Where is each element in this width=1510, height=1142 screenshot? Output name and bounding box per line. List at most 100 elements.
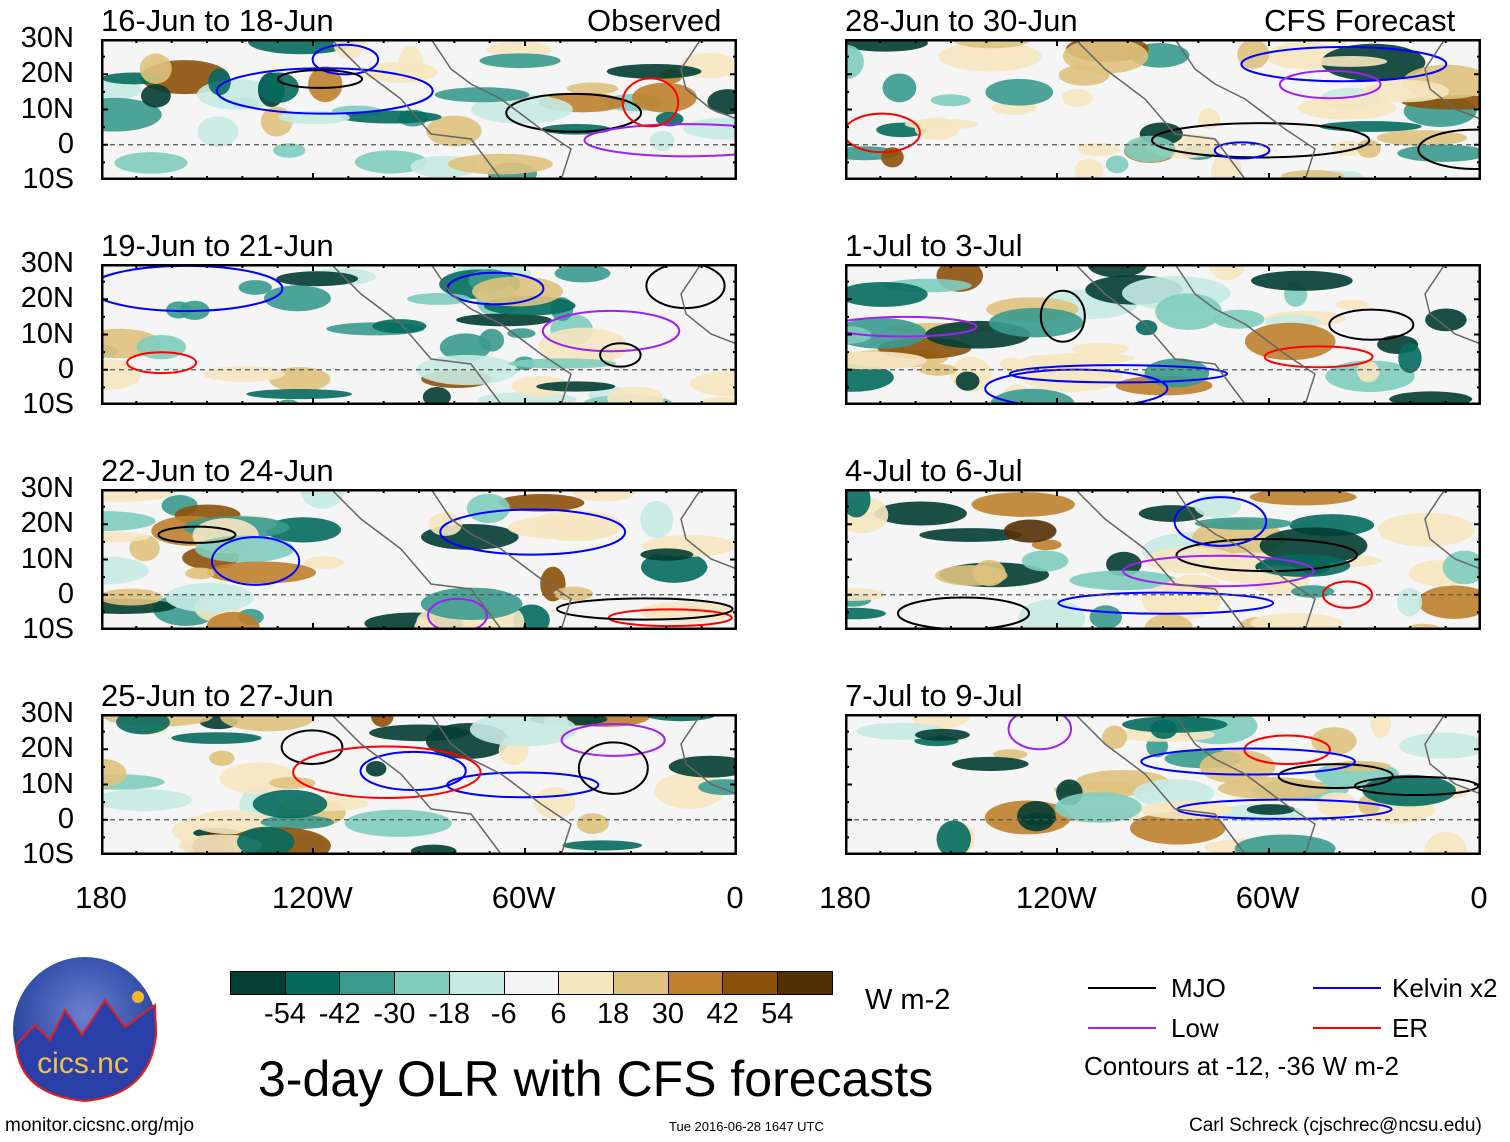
olr-anomaly <box>101 511 156 532</box>
olr-anomaly <box>206 561 317 584</box>
olr-anomaly <box>1102 725 1128 750</box>
olr-anomaly <box>955 371 980 391</box>
legend-low-line <box>1088 1027 1156 1029</box>
colorbar-swatch <box>394 971 451 995</box>
olr-anomaly <box>553 586 594 601</box>
olr-anomaly <box>420 587 523 620</box>
olr-anomaly <box>1280 169 1345 180</box>
lon-label: 180 <box>819 880 871 915</box>
olr-anomaly <box>988 307 1084 338</box>
olr-anomaly <box>845 281 928 307</box>
legend-er: ER <box>1392 1013 1429 1043</box>
wave-contour <box>1175 537 1359 573</box>
olr-anomaly <box>1031 539 1062 551</box>
olr-anomaly <box>191 810 272 835</box>
olr-map-panel <box>845 714 1481 855</box>
lon-label: 60W <box>1235 880 1300 915</box>
olr-anomaly <box>529 510 623 542</box>
olr-anomaly <box>973 559 1006 587</box>
olr-anomaly <box>990 388 1075 405</box>
panel-title: 22-Jun to 24-Jun <box>101 453 334 488</box>
wave-contour <box>1328 308 1415 341</box>
footer-url[interactable]: monitor.cicsnc.org/mjo <box>5 1115 195 1136</box>
olr-anomaly <box>1398 342 1422 374</box>
colorbar-label: 42 <box>706 998 739 1030</box>
wave-contour <box>359 750 467 792</box>
olr-anomaly <box>1317 792 1357 818</box>
footer-timestamp: Tue 2016-06-28 1647 UTC <box>669 1119 824 1134</box>
wave-contour <box>541 309 681 353</box>
wave-contour <box>427 597 488 630</box>
wave-contour <box>1007 714 1073 751</box>
olr-anomaly <box>1377 512 1475 547</box>
lat-label: 0 <box>57 802 74 835</box>
coastline <box>1074 264 1316 405</box>
olr-anomaly <box>1397 587 1423 617</box>
olr-anomaly <box>372 319 427 334</box>
olr-anomaly <box>202 366 286 382</box>
olr-anomaly <box>1087 264 1147 278</box>
olr-anomaly <box>1208 264 1246 281</box>
olr-anomaly <box>1246 804 1295 815</box>
colorbar-swatch <box>284 971 341 995</box>
wave-contour <box>215 67 434 115</box>
colorbar-label: -18 <box>428 998 471 1030</box>
lon-label: 0 <box>726 880 744 915</box>
olr-anomaly <box>845 39 928 52</box>
olr-anomaly <box>238 280 272 295</box>
olr-anomaly <box>237 826 295 855</box>
wave-contour <box>1240 46 1448 83</box>
olr-anomaly <box>1124 135 1176 163</box>
coastline <box>680 264 737 345</box>
olr-anomaly <box>1105 155 1129 174</box>
wave-contour <box>556 597 734 621</box>
olr-anomaly <box>434 87 530 103</box>
olr-anomaly <box>171 732 262 744</box>
lon-label: 180 <box>75 880 127 915</box>
olr-anomaly <box>129 534 160 562</box>
olr-anomaly <box>1237 39 1270 69</box>
olr-anomaly <box>1021 550 1069 572</box>
olr-anomaly <box>845 44 864 80</box>
lat-label: 20N <box>20 282 74 315</box>
colorbar-swatch <box>558 971 615 995</box>
olr-anomaly <box>1145 546 1237 574</box>
olr-anomaly <box>206 611 260 630</box>
olr-anomaly <box>1249 489 1357 506</box>
olr-anomaly <box>165 582 254 613</box>
olr-anomaly <box>1135 320 1158 336</box>
olr-map-panel <box>101 39 737 180</box>
wave-contour <box>126 351 198 375</box>
olr-anomaly <box>1089 605 1122 629</box>
olr-anomaly <box>576 813 609 834</box>
olr-anomaly <box>273 143 306 158</box>
olr-map-panel <box>845 264 1481 405</box>
olr-map-panel <box>845 39 1481 180</box>
olr-anomaly <box>845 351 927 370</box>
olr-anomaly <box>1417 585 1481 619</box>
olr-anomaly <box>1376 130 1468 146</box>
olr-anomaly <box>269 777 316 789</box>
wave-contour <box>1263 345 1374 369</box>
olr-anomaly <box>1074 158 1104 180</box>
olr-anomaly <box>116 714 170 735</box>
coastline <box>680 489 737 570</box>
olr-anomaly <box>195 535 295 563</box>
olr-anomaly <box>416 354 518 386</box>
olr-anomaly <box>1144 613 1194 630</box>
olr-anomaly <box>554 264 611 283</box>
olr-anomaly <box>1054 792 1142 823</box>
olr-anomaly <box>1133 779 1215 808</box>
panel-title: 28-Jun to 30-Jun <box>845 3 1078 38</box>
olr-anomaly <box>1442 550 1481 585</box>
coastline <box>330 489 572 630</box>
olr-anomaly <box>498 493 585 512</box>
olr-anomaly <box>141 84 171 108</box>
coastline <box>330 264 572 405</box>
olr-anomaly <box>689 370 737 397</box>
olr-anomaly <box>1363 80 1450 103</box>
olr-anomaly <box>1424 832 1467 855</box>
lat-label: 30N <box>20 247 74 279</box>
olr-anomaly <box>208 68 231 96</box>
colorbar-swatch <box>503 971 560 995</box>
